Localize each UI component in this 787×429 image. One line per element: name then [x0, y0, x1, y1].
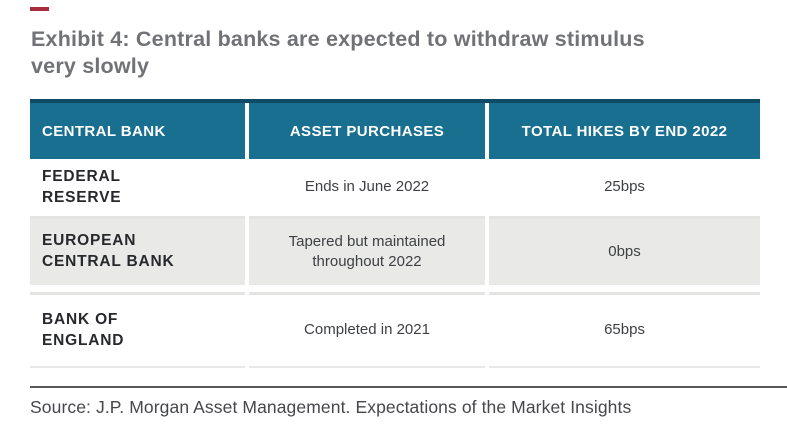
- cell-asset-purchases: Tapered but maintained throughout 2022: [249, 219, 485, 285]
- cell-central-bank: EUROPEAN CENTRAL BANK: [30, 219, 245, 285]
- cell-total-hikes: 65bps: [489, 295, 760, 366]
- rule-segment: [30, 216, 245, 219]
- table-row: EUROPEAN CENTRAL BANK Tapered but mainta…: [30, 219, 760, 285]
- table-header-row: CENTRAL BANK ASSET PURCHASES TOTAL HIKES…: [30, 103, 760, 159]
- rule-segment: [249, 366, 485, 368]
- cell-total-hikes: 0bps: [489, 219, 760, 285]
- page-title-line-2: very slowly: [31, 54, 150, 78]
- row-separator-rule: [30, 292, 760, 295]
- cell-total-hikes: 25bps: [489, 159, 760, 216]
- source-divider: [30, 386, 787, 388]
- page-title: Exhibit 4: Central banks are expected to…: [31, 26, 645, 80]
- column-header-central-bank: CENTRAL BANK: [30, 103, 245, 159]
- rule-segment: [489, 216, 760, 219]
- rule-segment: [30, 292, 245, 295]
- column-header-total-hikes: TOTAL HIKES BY END 2022: [489, 103, 760, 159]
- rule-segment: [249, 292, 485, 295]
- cell-central-bank: FEDERAL RESERVE: [30, 159, 245, 216]
- red-dash-accent: [30, 7, 49, 11]
- exhibit-table: CENTRAL BANK ASSET PURCHASES TOTAL HIKES…: [30, 99, 760, 368]
- rule-segment: [249, 216, 485, 219]
- cell-asset-purchases: Completed in 2021: [249, 295, 485, 366]
- page-title-line-1: Exhibit 4: Central banks are expected to…: [31, 27, 645, 51]
- row-separator-rule: [30, 216, 760, 219]
- cell-central-bank: BANK OF ENGLAND: [30, 295, 245, 366]
- rule-segment: [489, 292, 760, 295]
- cell-asset-purchases: Ends in June 2022: [249, 159, 485, 216]
- rule-segment: [30, 366, 245, 368]
- column-header-asset-purchases: ASSET PURCHASES: [249, 103, 485, 159]
- table-row: BANK OF ENGLAND Completed in 2021 65bps: [30, 295, 760, 366]
- rule-segment: [489, 366, 760, 368]
- table-bottom-rule: [30, 366, 760, 368]
- table-row: FEDERAL RESERVE Ends in June 2022 25bps: [30, 159, 760, 216]
- source-note: Source: J.P. Morgan Asset Management. Ex…: [30, 397, 632, 417]
- row-gap: [30, 285, 760, 292]
